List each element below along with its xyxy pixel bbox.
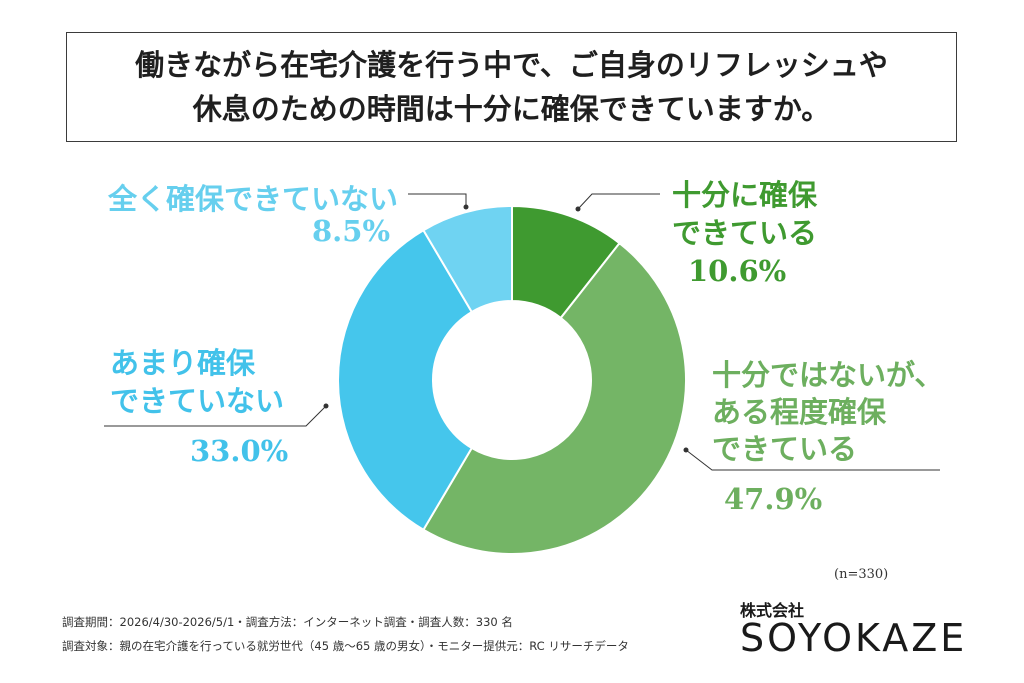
label-sufficient-line-2: できている	[672, 216, 818, 250]
leader-dot-not-much	[323, 403, 329, 409]
label-sufficient: 十分に確保 できている 10.6%	[672, 176, 817, 290]
label-somewhat-line-1: 十分ではないが、	[712, 358, 944, 392]
pct-not-much: 33.0%	[190, 434, 289, 468]
company-logo: SOYOKAZE	[740, 616, 968, 660]
label-not-much-line-2: できていない	[110, 384, 285, 418]
label-not-much: あまり確保 できていない	[110, 344, 284, 420]
pct-not-at-all: 8.5%	[312, 214, 391, 248]
leader-dot-sufficient	[575, 206, 581, 212]
donut-slice-1	[422, 241, 687, 555]
label-not-at-all: 全く確保できていない	[108, 182, 399, 216]
chart-title: 働きながら在宅介護を行う中で、ご自身のリフレッシュや 休息のための時間は十分に確…	[66, 32, 957, 142]
title-line-1: 働きながら在宅介護を行う中で、ご自身のリフレッシュや	[135, 48, 888, 82]
leader-line-somewhat	[685, 449, 940, 471]
leader-line-not-at-all	[408, 193, 467, 207]
label-somewhat: 十分ではないが、 ある程度確保 できている	[712, 357, 943, 468]
label-sufficient-line-1: 十分に確保	[672, 178, 818, 212]
title-line-2: 休息のための時間は十分に確保できていますか。	[192, 92, 831, 126]
leader-dot-somewhat	[683, 447, 689, 453]
label-somewhat-line-3: できている	[712, 432, 858, 466]
leader-line-not-much	[104, 405, 327, 427]
pct-sufficient: 10.6%	[688, 254, 787, 288]
footer-line-2: 調査対象：親の在宅介護を行っている就労世代（45 歳〜65 歳の男女）・モニター…	[62, 639, 629, 653]
pct-somewhat: 47.9%	[724, 482, 823, 516]
leader-line-sufficient	[577, 193, 660, 210]
label-somewhat-line-2: ある程度確保	[712, 395, 887, 429]
donut-slice-2	[337, 228, 474, 532]
donut-slice-3	[422, 204, 513, 314]
sample-size-note: (n=330)	[834, 567, 889, 582]
company-prefix: 株式会社	[740, 601, 805, 620]
leader-dot-not-at-all	[463, 204, 469, 210]
label-not-much-line-1: あまり確保	[110, 346, 256, 380]
footer-line-1: 調査期間：2026/4/30-2026/5/1・調査方法：インターネット調査・調…	[62, 615, 513, 629]
